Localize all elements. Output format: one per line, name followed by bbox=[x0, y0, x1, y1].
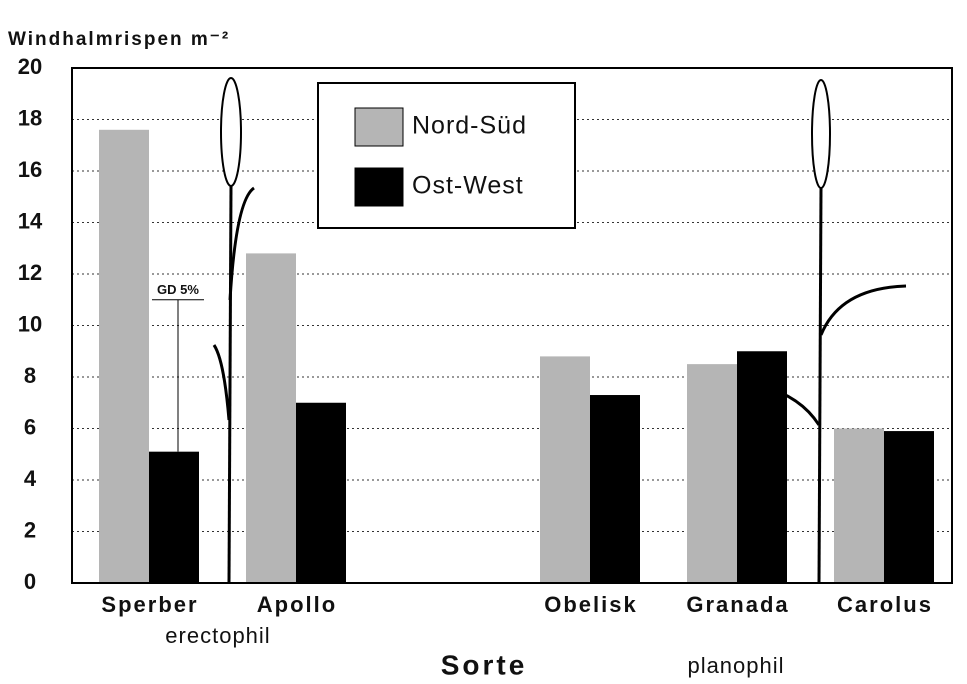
x-tick-label: Obelisk bbox=[544, 592, 637, 617]
legend-swatch bbox=[355, 168, 403, 206]
legend-label: Nord-Süd bbox=[412, 112, 527, 140]
bar bbox=[834, 429, 884, 584]
group-label: erectophil bbox=[165, 623, 270, 648]
x-tick-label: Granada bbox=[686, 592, 789, 617]
legend-label: Ost-West bbox=[412, 172, 524, 200]
y-tick-label: 16 bbox=[18, 157, 42, 182]
y-tick-label: 12 bbox=[18, 260, 42, 285]
y-tick-label: 6 bbox=[24, 414, 36, 439]
x-tick-label: Apollo bbox=[257, 592, 337, 617]
y-tick-label: 0 bbox=[24, 569, 36, 594]
y-tick-label: 4 bbox=[24, 466, 37, 491]
y-tick-label: 14 bbox=[18, 208, 43, 233]
y-tick-label: 20 bbox=[18, 54, 42, 79]
bar bbox=[687, 364, 737, 583]
bar bbox=[246, 253, 296, 583]
x-tick-label: Sperber bbox=[101, 592, 198, 617]
y-tick-label: 8 bbox=[24, 363, 36, 388]
chart: Windhalmrispen m⁻² Sorte erectophil plan… bbox=[0, 0, 967, 684]
bar bbox=[296, 403, 346, 583]
group-label: planophil bbox=[687, 653, 784, 678]
bar bbox=[590, 395, 640, 583]
bar bbox=[149, 452, 199, 583]
bar bbox=[99, 130, 149, 583]
legend: Nord-Süd Ost-West bbox=[318, 83, 575, 228]
x-axis-title: Sorte bbox=[441, 649, 528, 680]
y-axis-title: Windhalmrispen m⁻² bbox=[8, 29, 230, 50]
legend-swatch bbox=[355, 108, 403, 146]
x-tick-label: Carolus bbox=[837, 592, 933, 617]
y-tick-label: 2 bbox=[24, 517, 36, 542]
y-tick-label: 18 bbox=[18, 105, 42, 130]
bar bbox=[884, 431, 934, 583]
y-tick-label: 10 bbox=[18, 311, 42, 336]
bar bbox=[540, 356, 590, 583]
annotation: GD 5% bbox=[157, 282, 199, 297]
